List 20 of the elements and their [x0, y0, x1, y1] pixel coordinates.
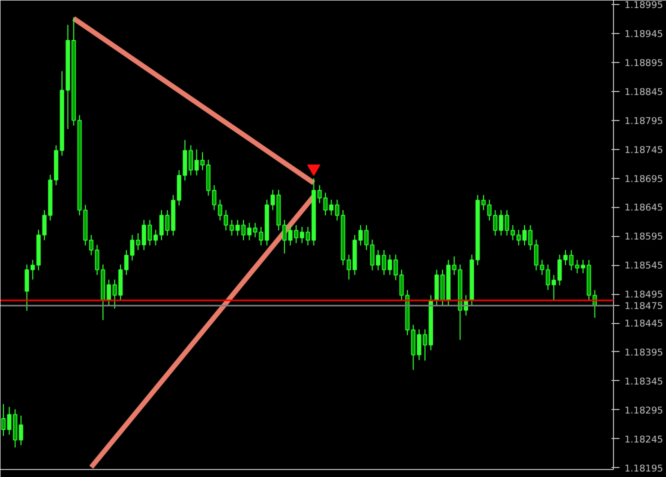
candlestick [540, 259, 544, 276]
y-tick-label: 1.18895 [624, 58, 664, 69]
candlestick [504, 210, 510, 236]
y-tick-label: 1.18795 [624, 116, 664, 127]
y-tick-label: 1.18695 [624, 174, 664, 185]
y-tick-label: 1.18845 [624, 86, 664, 98]
y-tick-label: 1.18195 [624, 463, 664, 474]
ref-line-label: 1.18475 [624, 301, 664, 312]
y-tick-label: 1.18445 [624, 318, 664, 330]
y-tick-label: 1.18495 [624, 290, 664, 301]
y-tick-label: 1.18645 [624, 202, 664, 214]
y-tick-label: 1.18345 [624, 376, 664, 388]
y-tick-label: 1.18245 [624, 434, 664, 446]
y-tick-label: 1.18995 [624, 0, 664, 12]
y-tick-label: 1.18745 [624, 144, 664, 156]
y-tick-label: 1.18595 [624, 232, 664, 243]
y-tick-label: 1.18295 [624, 405, 664, 416]
y-tick-label: 1.18545 [624, 260, 664, 272]
y-tick-label: 1.18945 [624, 29, 664, 40]
y-tick-label: 1.18395 [624, 347, 664, 358]
